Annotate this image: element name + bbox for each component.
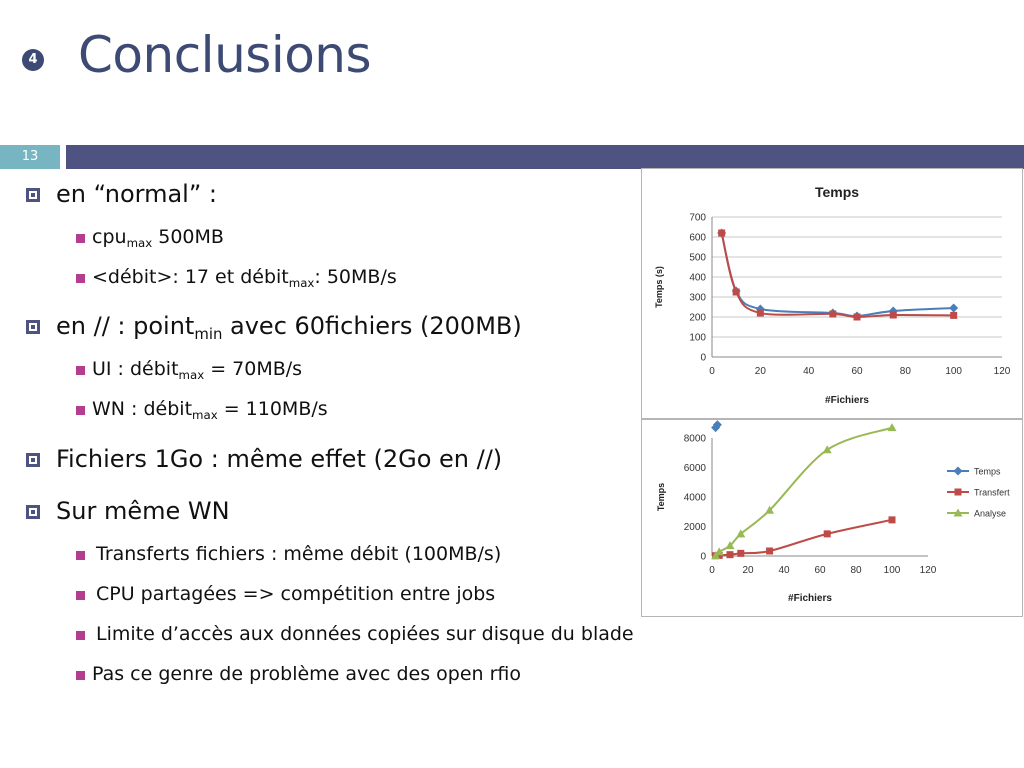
y-tick-label: 400 [689,273,706,284]
y-axis-label: Temps (s) [654,266,664,308]
sub-bullet-marker [76,551,85,560]
bullet-ui-debit: UI : débitmax = 70MB/s [92,358,303,383]
sub-bullet-marker [76,234,85,243]
section-number-badge: 4 [22,49,44,71]
x-tick-label: 40 [803,366,815,377]
bullet-marker [26,320,40,334]
y-tick-label: 4000 [684,493,707,504]
x-tick-label: 60 [814,565,826,576]
data-point [737,549,745,557]
x-tick-label: 20 [742,565,754,576]
data-point [887,423,897,432]
data-point [766,547,774,555]
sub-bullet-marker [76,631,85,640]
x-tick-label: 0 [709,366,715,377]
bullet-meme-wn: Sur même WN [56,497,230,525]
y-tick-label: 600 [689,233,706,244]
data-point [732,288,740,296]
x-axis-label: #Fichiers [825,395,869,406]
y-tick-label: 300 [689,293,706,304]
data-point [949,303,959,313]
data-point [756,309,764,317]
bullet-marker [26,453,40,467]
legend-marker [953,508,963,517]
chart-transfert-analyse-svg: 0 2000 4000 6000 8000 0 20 40 60 80 100 120 #Fichier… [656,420,1010,604]
y-tick-label: 0 [700,552,706,563]
legend-label: Transfert [974,488,1010,498]
legend-label: Analyse [974,509,1006,519]
slide-number: 13 [21,149,39,164]
data-point [712,420,722,430]
chart-title: Temps [815,184,859,200]
series-line [720,232,954,318]
legend-marker [953,466,963,476]
x-tick-label: 120 [994,366,1011,377]
legend-marker [954,488,962,496]
data-point [829,310,837,318]
series-line [720,232,954,319]
data-point [714,547,724,556]
y-tick-label: 500 [689,253,706,264]
bullet-en-normal: en “normal” : [56,180,217,208]
x-tick-label: 100 [884,565,901,576]
data-point [765,505,775,514]
sub-bullet-marker [76,366,85,375]
sub-bullet-marker [76,274,85,283]
bullet-open-rfio: Pas ce genre de problème avec des open r… [92,663,522,685]
x-tick-label: 80 [900,366,912,377]
bullet-limite-acces: Limite d’accès aux données copiées sur d… [96,623,634,645]
x-axis-label: #Fichiers [788,593,832,604]
data-point [950,311,958,319]
bullet-cpu-partagees: CPU partagées => compétition entre jobs [96,583,496,605]
bullet-fichiers-1go: Fichiers 1Go : même effet (2Go en //) [56,445,503,473]
sub-bullet-marker [76,591,85,600]
slide-number-bar [0,145,60,169]
sub-bullet-marker [76,671,85,680]
x-tick-label: 40 [778,565,790,576]
x-tick-label: 20 [755,366,767,377]
chart-temps: Temps 0 100 200 300 400 500 600 700 0 20 40 60 80 100 1… [641,168,1023,419]
data-point [888,516,896,524]
data-point [725,541,735,550]
sub-bullet-marker [76,406,85,415]
x-tick-label: 100 [945,366,962,377]
bullet-transferts: Transferts fichiers : même débit (100MB/… [96,543,502,565]
chart-temps-svg: Temps 0 100 200 300 400 500 600 700 0 20 40 60 80 100 1… [654,184,1011,406]
data-point [822,445,832,454]
y-tick-label: 2000 [684,522,707,533]
y-tick-label: 200 [689,313,706,324]
data-point [736,529,746,538]
bullet-debit: <débit>: 17 et débitmax: 50MB/s [92,266,397,291]
y-tick-label: 100 [689,333,706,344]
y-tick-label: 6000 [684,463,707,474]
bullet-wn-debit: WN : débitmax = 110MB/s [92,398,328,423]
legend-label: Temps [974,467,1001,477]
y-axis-label: Temps [656,483,666,511]
bullet-marker [26,505,40,519]
y-tick-label: 0 [700,353,706,364]
x-tick-label: 80 [850,565,862,576]
bullet-point-min: en // : pointmin avec 60fichiers (200MB) [56,312,522,344]
header-band [66,145,1024,169]
data-point [726,551,734,559]
chart-transfert-analyse: 0 2000 4000 6000 8000 0 20 40 60 80 100 120 #Fichier… [641,419,1023,617]
data-point [889,311,897,319]
x-tick-label: 120 [920,565,937,576]
x-tick-label: 60 [851,366,863,377]
slide-title: Conclusions [78,26,372,84]
y-tick-label: 700 [689,213,706,224]
data-point [823,530,831,538]
data-point [715,551,723,559]
data-point [853,313,861,321]
data-point [718,229,726,237]
bullet-marker [26,188,40,202]
y-tick-label: 8000 [684,434,707,445]
x-tick-label: 0 [709,565,715,576]
bullet-cpu-max: cpumax 500MB [92,226,224,251]
